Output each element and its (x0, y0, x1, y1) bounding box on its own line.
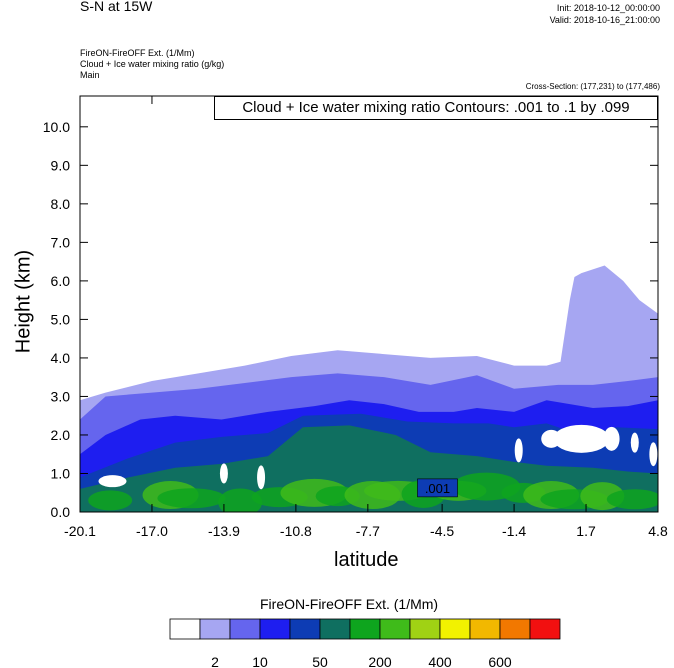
colorbar-swatch (529, 618, 561, 640)
colorbar-swatch (349, 618, 381, 640)
x-tick-label: -4.5 (430, 523, 454, 539)
field-line-3: Main (80, 70, 100, 80)
y-tick-label: 2.0 (51, 427, 71, 443)
x-tick-label: 4.8 (648, 523, 668, 539)
x-tick-label: -1.4 (502, 523, 526, 539)
colorbar-tick-label: 400 (428, 654, 452, 668)
heatmap-layers (80, 265, 658, 512)
colorbar-swatch (289, 618, 321, 640)
contour-label-box (417, 478, 458, 498)
colorbar-swatch (409, 618, 441, 640)
low-extinction-pocket (257, 465, 266, 490)
colorbar-tick-label: 600 (488, 654, 512, 668)
chart-title: S-N at 15W (80, 0, 153, 14)
x-tick-label: 1.7 (576, 523, 596, 539)
x-tick-label: -10.8 (280, 523, 312, 539)
y-tick-label: 0.0 (51, 504, 71, 520)
field-line-2: Cloud + Ice water mixing ratio (g/kg) (80, 59, 225, 69)
low-extinction-pocket (603, 426, 620, 451)
y-tick-label: 7.0 (51, 234, 71, 250)
low-cloud-patch (606, 489, 658, 510)
y-tick-label: 8.0 (51, 196, 71, 212)
colorbar-tick-label: 200 (368, 654, 392, 668)
init-time: Init: 2018-10-12_00:00:00 (556, 3, 660, 13)
colorbar-swatch (469, 618, 501, 640)
x-tick-label: -17.0 (136, 523, 168, 539)
colorbar-swatch (229, 618, 261, 640)
y-tick-label: 4.0 (51, 350, 71, 366)
colorbar-swatch (319, 618, 351, 640)
run-times: Init: 2018-10-12_00:00:00 Valid: 2018-10… (550, 2, 660, 26)
colorbar-swatch (379, 618, 411, 640)
low-extinction-pocket (541, 429, 562, 448)
y-tick-label: 9.0 (51, 157, 71, 173)
colorbar-title: FireON-FireOFF Ext. (1/Mm) (260, 596, 439, 612)
valid-time: Valid: 2018-10-16_21:00:00 (549, 15, 660, 25)
y-tick-label: 6.0 (51, 273, 71, 289)
x-axis-label: latitude (334, 549, 399, 571)
low-extinction-pocket (649, 442, 658, 467)
low-cloud-patch (218, 488, 263, 512)
colorbar-swatch (499, 618, 531, 640)
colorbar-swatch (199, 618, 231, 640)
colorbar-swatch (439, 618, 471, 640)
x-tick-label: -7.7 (356, 523, 380, 539)
low-extinction-pocket (219, 463, 228, 484)
contour-info-box: Cloud + Ice water mixing ratio Contours:… (214, 96, 658, 120)
y-tick-label: 10.0 (43, 119, 70, 135)
y-axis-label: Height (km) (12, 249, 35, 354)
contour-label: .001 (425, 481, 450, 496)
low-cloud-patch (157, 488, 226, 509)
colorbar-tick-label: 2 (211, 654, 219, 668)
field-description: FireON-FireOFF Ext. (1/Mm) Cloud + Ice w… (80, 48, 224, 81)
low-cloud-patch (88, 490, 133, 511)
colorbar-swatch (259, 618, 291, 640)
field-line-1: FireON-FireOFF Ext. (1/Mm) (80, 48, 195, 58)
x-tick-label: -13.9 (208, 523, 240, 539)
cross-section-info: Cross-Section: (177,231) to (177,486) (525, 82, 660, 91)
low-extinction-pocket (514, 438, 523, 463)
y-tick-label: 5.0 (51, 311, 71, 327)
colorbar-swatch (169, 618, 201, 640)
low-extinction-pocket (98, 475, 127, 488)
low-extinction-pocket (630, 432, 639, 453)
y-tick-label: 3.0 (51, 388, 71, 404)
y-tick-label: 1.0 (51, 465, 71, 481)
colorbar-tick-label: 10 (252, 654, 268, 668)
colorbar-tick-label: 50 (312, 654, 328, 668)
low-extinction-pocket (553, 424, 610, 453)
x-tick-label: -20.1 (64, 523, 96, 539)
